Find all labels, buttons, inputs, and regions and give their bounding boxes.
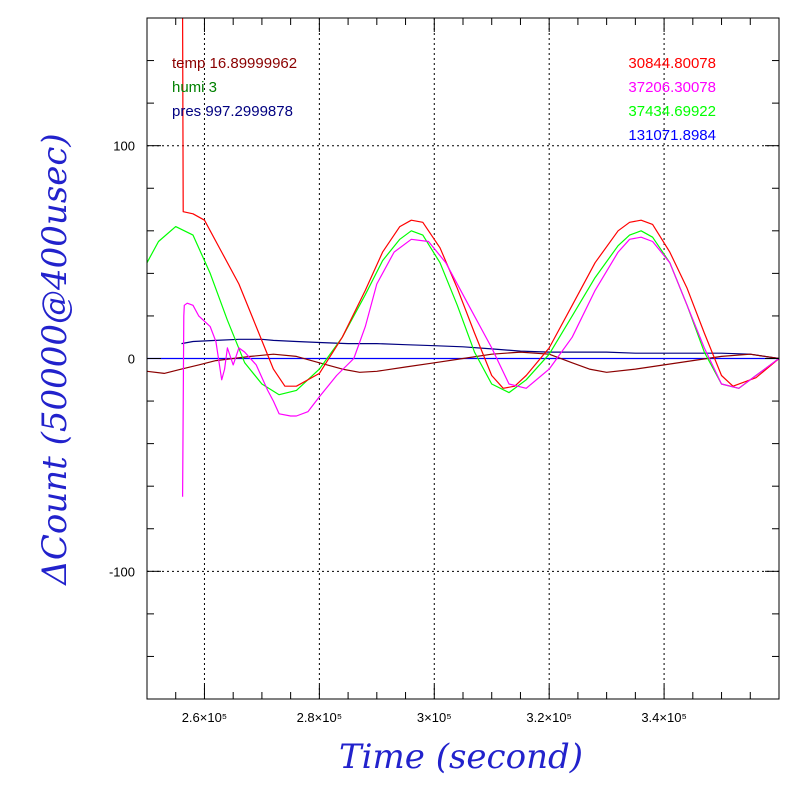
annotation-layer: temp 16.89999962 humi 3 pres 997.2999878 30… bbox=[172, 55, 716, 144]
series-line-3 bbox=[146, 351, 780, 374]
series-line-5 bbox=[182, 17, 780, 389]
y-axis-title: ΔCount (50000@400usec) bbox=[35, 133, 75, 586]
annotation-left-3: pres 997.2999878 bbox=[172, 103, 293, 120]
annotation-left-1: temp 16.89999962 bbox=[172, 55, 297, 72]
annotation-right-4: 131071.8984 bbox=[628, 127, 716, 144]
series-line-2 bbox=[181, 338, 780, 360]
x-axis-title: Time (second) bbox=[339, 737, 583, 777]
annotation-left-2: humi 3 bbox=[172, 79, 217, 96]
series-layer bbox=[146, 17, 780, 497]
y-tick-label: -100 bbox=[109, 564, 135, 579]
annotation-right-3: 37434.69922 bbox=[628, 103, 716, 120]
series-line-4 bbox=[146, 226, 780, 396]
annotation-right-2: 37206.30078 bbox=[628, 79, 716, 96]
tick-layer: 2.6×10⁵ 2.8×10⁵ 3×10⁵ 3.2×10⁵ 3.4×10⁵ -100 0 10… bbox=[109, 17, 780, 725]
annotation-right-1: 30844.80078 bbox=[628, 55, 716, 72]
series-line-6 bbox=[182, 236, 780, 497]
x-tick-label: 3×10⁵ bbox=[417, 710, 452, 725]
x-tick-label: 3.4×10⁵ bbox=[641, 710, 687, 725]
x-tick-label: 2.6×10⁵ bbox=[182, 710, 228, 725]
y-tick-label: 0 bbox=[128, 352, 135, 367]
x-tick-label: 3.2×10⁵ bbox=[526, 710, 572, 725]
x-tick-label: 2.8×10⁵ bbox=[297, 710, 343, 725]
y-tick-label: 100 bbox=[113, 139, 135, 154]
